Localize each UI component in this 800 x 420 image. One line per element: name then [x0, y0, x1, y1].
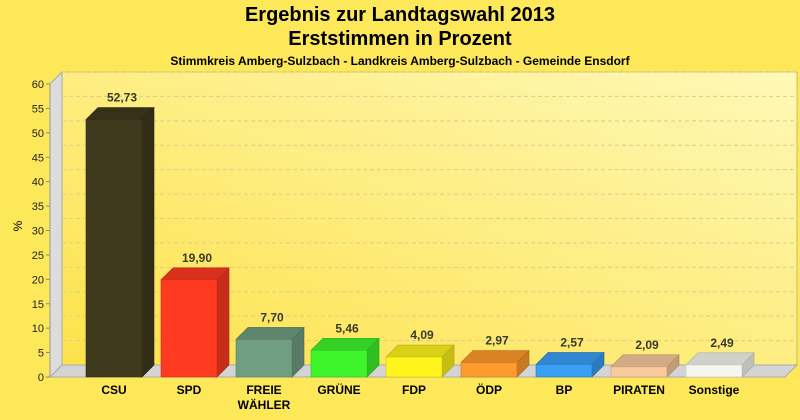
x-tick-label: ÖDP — [476, 382, 502, 397]
x-tick-label: GRÜNE — [317, 382, 360, 397]
x-tick-label: PIRATEN — [613, 383, 665, 397]
bar-side — [141, 106, 155, 378]
bar-fdp — [385, 344, 455, 378]
bar-top — [385, 344, 455, 358]
bar-top — [85, 107, 155, 120]
x-tick-label: SPD — [177, 383, 202, 397]
y-tick-label: 30 — [32, 226, 44, 238]
bar-top — [160, 267, 230, 281]
chart-subsubtitle: Stimmkreis Amberg-Sulzbach - Landkreis A… — [170, 54, 630, 68]
bar-front — [310, 350, 368, 378]
data-label: 2,97 — [485, 333, 509, 347]
y-tick-label: 60 — [32, 79, 44, 91]
bar-grüne — [310, 337, 380, 378]
y-tick-label: 45 — [32, 152, 44, 164]
bar-front — [160, 279, 218, 378]
bar-front — [85, 119, 143, 378]
bar-csu — [85, 106, 155, 378]
y-tick-label: 15 — [32, 299, 44, 311]
x-tick-label: FREIE — [246, 383, 281, 397]
data-label: 7,70 — [260, 310, 284, 324]
data-label: 19,90 — [182, 251, 212, 265]
bar-sonstige — [685, 352, 755, 378]
data-label: 2,57 — [560, 335, 584, 349]
data-label: 5,46 — [335, 321, 359, 335]
data-label: 52,73 — [107, 91, 137, 105]
x-tick-label: WÄHLER — [238, 397, 291, 412]
bar-top — [685, 352, 755, 366]
y-tick-label: 55 — [32, 103, 44, 115]
x-tick-label: FDP — [402, 383, 426, 397]
y-tick-label: 10 — [32, 323, 44, 335]
y-tick-label: 25 — [32, 250, 44, 262]
x-tick-label: BP — [556, 383, 573, 397]
chart-title: Ergebnis zur Landtagswahl 2013 — [244, 4, 556, 26]
y-tick-label: 35 — [32, 201, 44, 213]
bar-spd — [160, 267, 230, 378]
bar-front — [685, 364, 743, 378]
y-tick-label: 0 — [38, 372, 44, 384]
y-tick-label: 20 — [32, 274, 44, 286]
bar-piraten — [610, 354, 680, 378]
data-label: 2,09 — [635, 338, 659, 352]
y-tick-label: 40 — [32, 177, 44, 189]
bar-ödp — [460, 349, 530, 378]
bar-front — [610, 366, 668, 378]
y-tick-label: 50 — [32, 128, 44, 140]
bar-freie-wähler — [235, 326, 305, 378]
bar-top — [235, 327, 305, 340]
bar-front — [460, 362, 518, 378]
bar-top — [310, 338, 380, 351]
y-axis-label: % — [11, 220, 25, 231]
side-wall — [49, 70, 63, 379]
chart-subtitle: Erststimmen in Prozent — [288, 28, 512, 50]
bar-top — [610, 354, 680, 368]
y-tick-label: 5 — [38, 348, 44, 360]
data-label: 4,09 — [410, 328, 434, 342]
bar-front — [385, 356, 443, 378]
bar-front — [235, 339, 293, 378]
bar-front — [535, 364, 593, 378]
bar-top — [460, 350, 530, 363]
bar-top — [535, 352, 605, 365]
bar-side — [216, 267, 230, 378]
data-label: 2,49 — [710, 336, 734, 350]
x-tick-label: Sonstige — [689, 383, 740, 397]
x-tick-label: CSU — [101, 383, 126, 397]
bar-bp — [535, 351, 605, 378]
